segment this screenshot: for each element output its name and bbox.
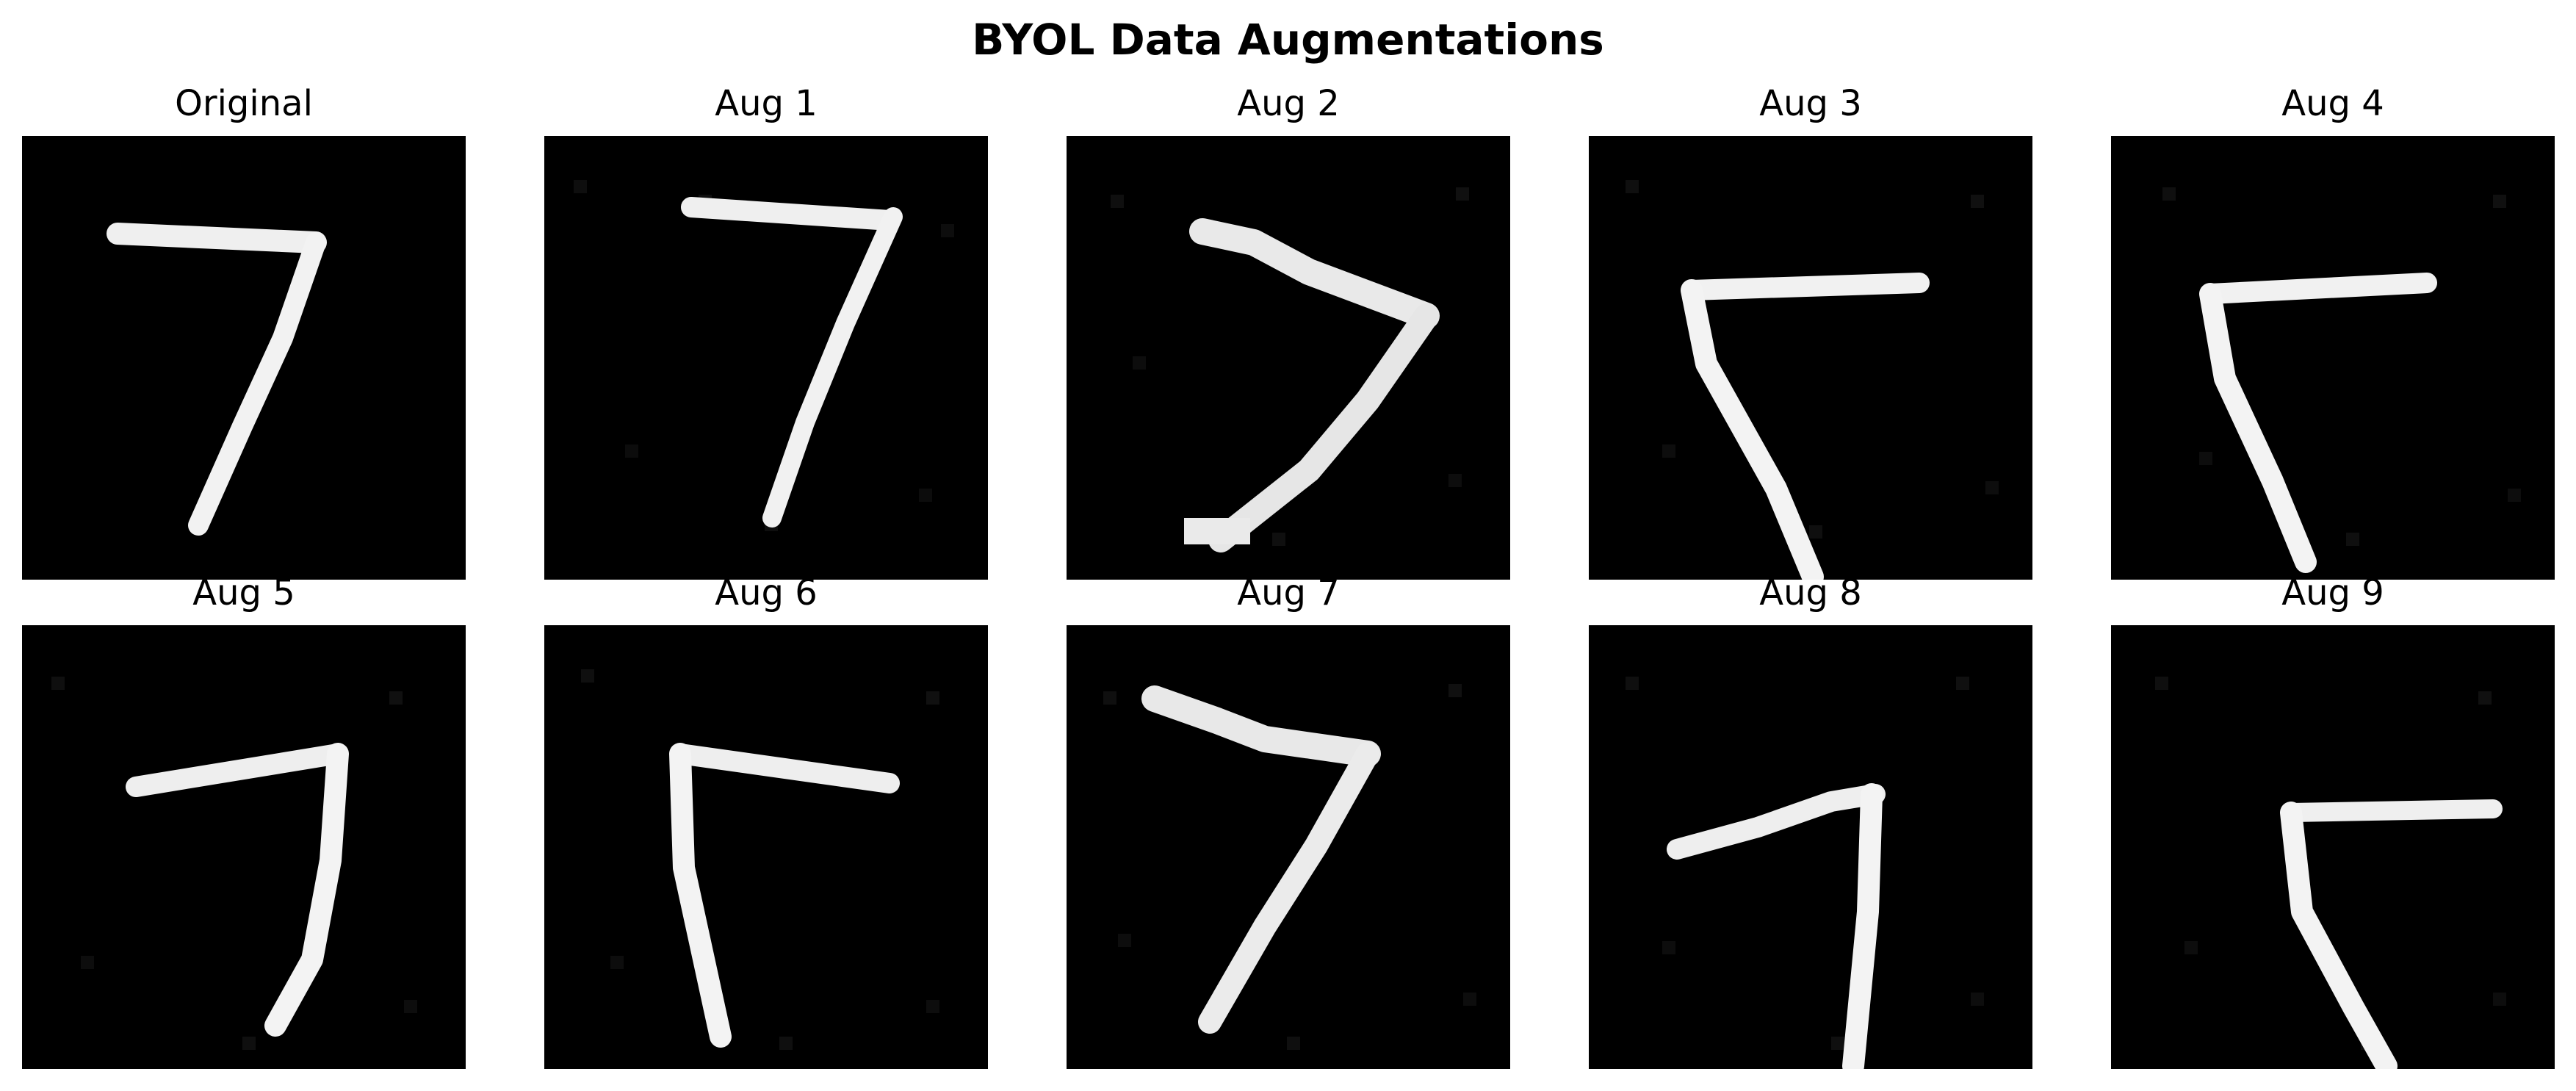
digit-image-aug-4 [2111, 136, 2555, 580]
panel-title-aug-2: Aug 2 [1237, 83, 1340, 124]
panel-title-aug-4: Aug 4 [2281, 83, 2384, 124]
panel-title-aug-3: Aug 3 [1759, 83, 1862, 124]
digit-image-aug-2 [1067, 136, 1510, 580]
figure-title: BYOL Data Augmentations [972, 15, 1604, 65]
digit-image-aug-9 [2111, 625, 2555, 1069]
digit-image-aug-1 [544, 136, 988, 580]
digit-image-aug-7 [1067, 625, 1510, 1069]
digit-image-aug-3 [1589, 136, 2032, 580]
digit-image-aug-6 [544, 625, 988, 1069]
digit-image-aug-8 [1589, 625, 2032, 1069]
digit-image-aug-5 [22, 625, 466, 1069]
panel-title-original: Original [175, 83, 313, 124]
panel-title-aug-1: Aug 1 [715, 83, 818, 124]
digit-image-original [22, 136, 466, 580]
